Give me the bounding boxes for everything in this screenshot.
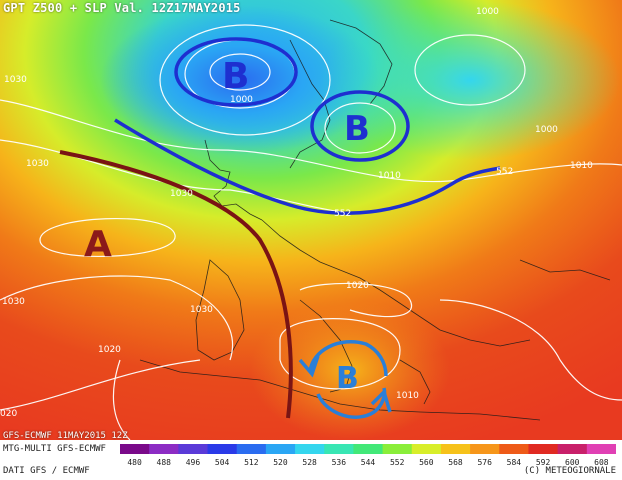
scale-tick-label: 552 [390,458,405,467]
isobar-label: 1030 [4,75,27,85]
isobar-label: 1000 [476,7,499,17]
arrow-head-upper [298,355,320,378]
scale-swatch [178,444,209,454]
scale-tick-label: 504 [215,458,230,467]
isobar-label: 1010 [396,391,419,401]
scale-tick-label: 536 [332,458,347,467]
isohypse-label: 552 [334,209,351,219]
scale-swatch [353,444,384,454]
low-field-mediterranean [250,300,450,440]
scale-swatch [499,444,529,454]
high-center-symbol: A [84,224,112,265]
scale-tick-label: 592 [536,458,551,467]
isobar-label: 1030 [170,189,193,199]
isohypse-label: 552 [496,167,513,177]
low-center-symbol: B [344,109,370,149]
isobar-label: 020 [0,409,17,419]
scale-tick-label: 488 [157,458,172,467]
scale-swatch [207,444,238,454]
scale-swatch [265,444,296,454]
scale-swatch [440,444,471,454]
scale-swatch [324,444,354,454]
arrow-head-lower [370,388,392,413]
scale-swatch [557,444,588,454]
scale-tick-label: 512 [244,458,259,467]
map-title: GPT Z500 + SLP Val. 12Z17MAY2015 [3,1,241,15]
isobar-label: 1030 [26,159,49,169]
analysis-overlays [59,37,501,419]
low-center-circle-ne [310,90,410,162]
isobar-label: 1000 [535,125,558,135]
color-scale-legend: 480 488 496 504 512 520 528 536 544 552 560 568 576 5… [120,444,616,467]
low-field-north-atlantic [100,5,380,155]
isobar-label: 1030 [190,305,213,315]
copyright-label: (C) METEOGIORNALE [523,466,616,476]
scale-swatch [295,444,325,454]
scale-swatch [236,444,267,454]
low-field-scandinavia [320,0,620,160]
ridge-axis-line [59,150,293,419]
scale-swatch [120,444,150,454]
scale-tick-label: 608 [594,458,609,467]
scale-swatch [586,444,616,454]
scale-tick-label: 560 [419,458,434,467]
isobar-label: 1020 [98,345,121,355]
scale-swatch [149,444,179,454]
isobar-label: 1010 [570,161,593,171]
isobar-label: 1000 [230,95,253,105]
scale-tick-label: 496 [186,458,201,467]
trough-axis-line [114,118,501,215]
isobar-label: 1030 [2,297,25,307]
scale-tick-label: 544 [361,458,376,467]
scale-swatch [470,444,500,454]
scale-swatch [382,444,413,454]
scale-swatch [528,444,559,454]
low-center-circle-nw [174,37,298,107]
scale-tick-label: 480 [127,458,142,467]
scale-tick-label: 600 [565,458,580,467]
scale-tick-label: 576 [477,458,492,467]
isobar-label: 1010 [378,171,401,181]
low-center-symbol: B [336,361,359,396]
scale-tick-label: 528 [302,458,317,467]
scale-tick-label: 520 [273,458,288,467]
scale-tick-label: 584 [507,458,522,467]
model-label: MTG-MULTI GFS-ECMWF [3,444,106,454]
isobar-label: 1020 [346,281,369,291]
source-label: DATI GFS / ECMWF [3,466,90,476]
scale-swatch [411,444,442,454]
scale-tick-label: 568 [448,458,463,467]
run-info: GFS-ECMWF 11MAY2015 12Z [3,431,128,441]
low-center-symbol: B [222,56,249,97]
isobars [0,24,622,441]
